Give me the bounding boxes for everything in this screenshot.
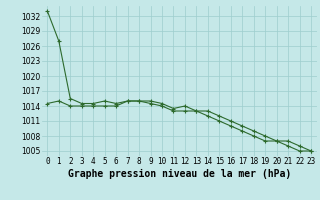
X-axis label: Graphe pression niveau de la mer (hPa): Graphe pression niveau de la mer (hPa) xyxy=(68,169,291,179)
